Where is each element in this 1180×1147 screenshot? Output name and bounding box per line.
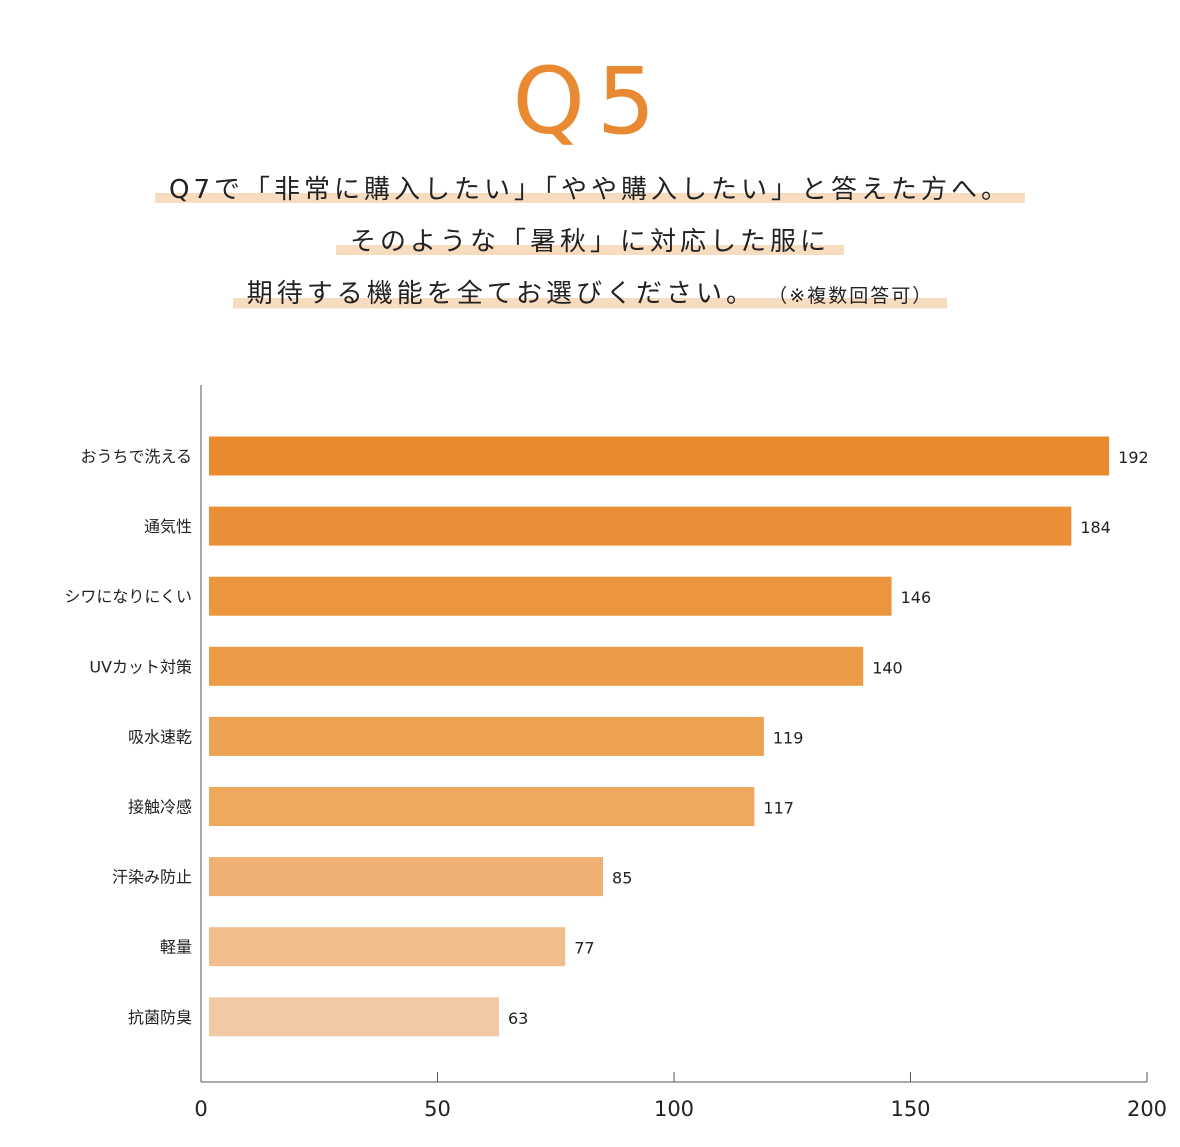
x-tick-label: 100: [654, 1097, 694, 1121]
category-label: おうちで洗える: [80, 447, 192, 466]
value-label: 192: [1118, 448, 1149, 467]
question-line-3-text: 期待する機能を全てお選びください。: [246, 279, 757, 309]
category-label: 軽量: [160, 938, 192, 957]
category-label: 接触冷感: [128, 798, 192, 817]
value-label: 146: [901, 588, 932, 607]
bar: [209, 716, 764, 756]
category-label: 通気性: [144, 517, 192, 536]
x-tick-label: 0: [194, 1097, 207, 1121]
chart-value-labels: 192 184 146 140 119 117 85 77 63: [508, 448, 1149, 1028]
value-label: 85: [612, 869, 632, 888]
bar: [209, 576, 892, 616]
bar: [209, 787, 755, 826]
question-line-2-text: そのような「暑秋」に対応した服に: [335, 224, 844, 260]
chart-bars: [209, 436, 1110, 1037]
value-label: 77: [574, 939, 594, 958]
bar: [209, 436, 1110, 476]
x-tick-label: 50: [424, 1097, 451, 1121]
chart-tick-labels: 0 50 100 150 200: [194, 1097, 1167, 1121]
question-number: Q5: [512, 48, 668, 155]
x-tick-label: 200: [1127, 1097, 1167, 1121]
x-tick-label: 150: [890, 1097, 930, 1121]
question-line-3: 期待する機能を全てお選びください。 （※複数回答可）: [0, 276, 1180, 314]
chart-axes: [200, 385, 1148, 1083]
bar: [209, 997, 499, 1037]
value-label: 119: [773, 728, 804, 747]
value-label: 63: [508, 1009, 528, 1028]
bar: [209, 506, 1072, 546]
category-label: 汗染み防止: [112, 868, 192, 887]
value-label: 140: [872, 658, 903, 677]
bar: [209, 927, 566, 967]
question-line-1-text: Q7で「非常に購入したい」「やや購入したい」と答えた方へ。: [154, 172, 1025, 208]
value-label: 117: [763, 799, 794, 818]
bar: [209, 857, 604, 897]
category-label: 吸水速乾: [128, 727, 192, 746]
question-line-2: そのような「暑秋」に対応した服に: [0, 224, 1180, 260]
category-label: シワになりにくい: [64, 587, 192, 606]
question-line-1: Q7で「非常に購入したい」「やや購入したい」と答えた方へ。: [0, 172, 1180, 208]
value-label: 184: [1080, 518, 1111, 537]
question-note: （※複数回答可）: [768, 285, 934, 307]
bar: [209, 646, 864, 686]
category-label: 抗菌防臭: [128, 1008, 192, 1027]
category-label: UVカット対策: [89, 657, 192, 676]
